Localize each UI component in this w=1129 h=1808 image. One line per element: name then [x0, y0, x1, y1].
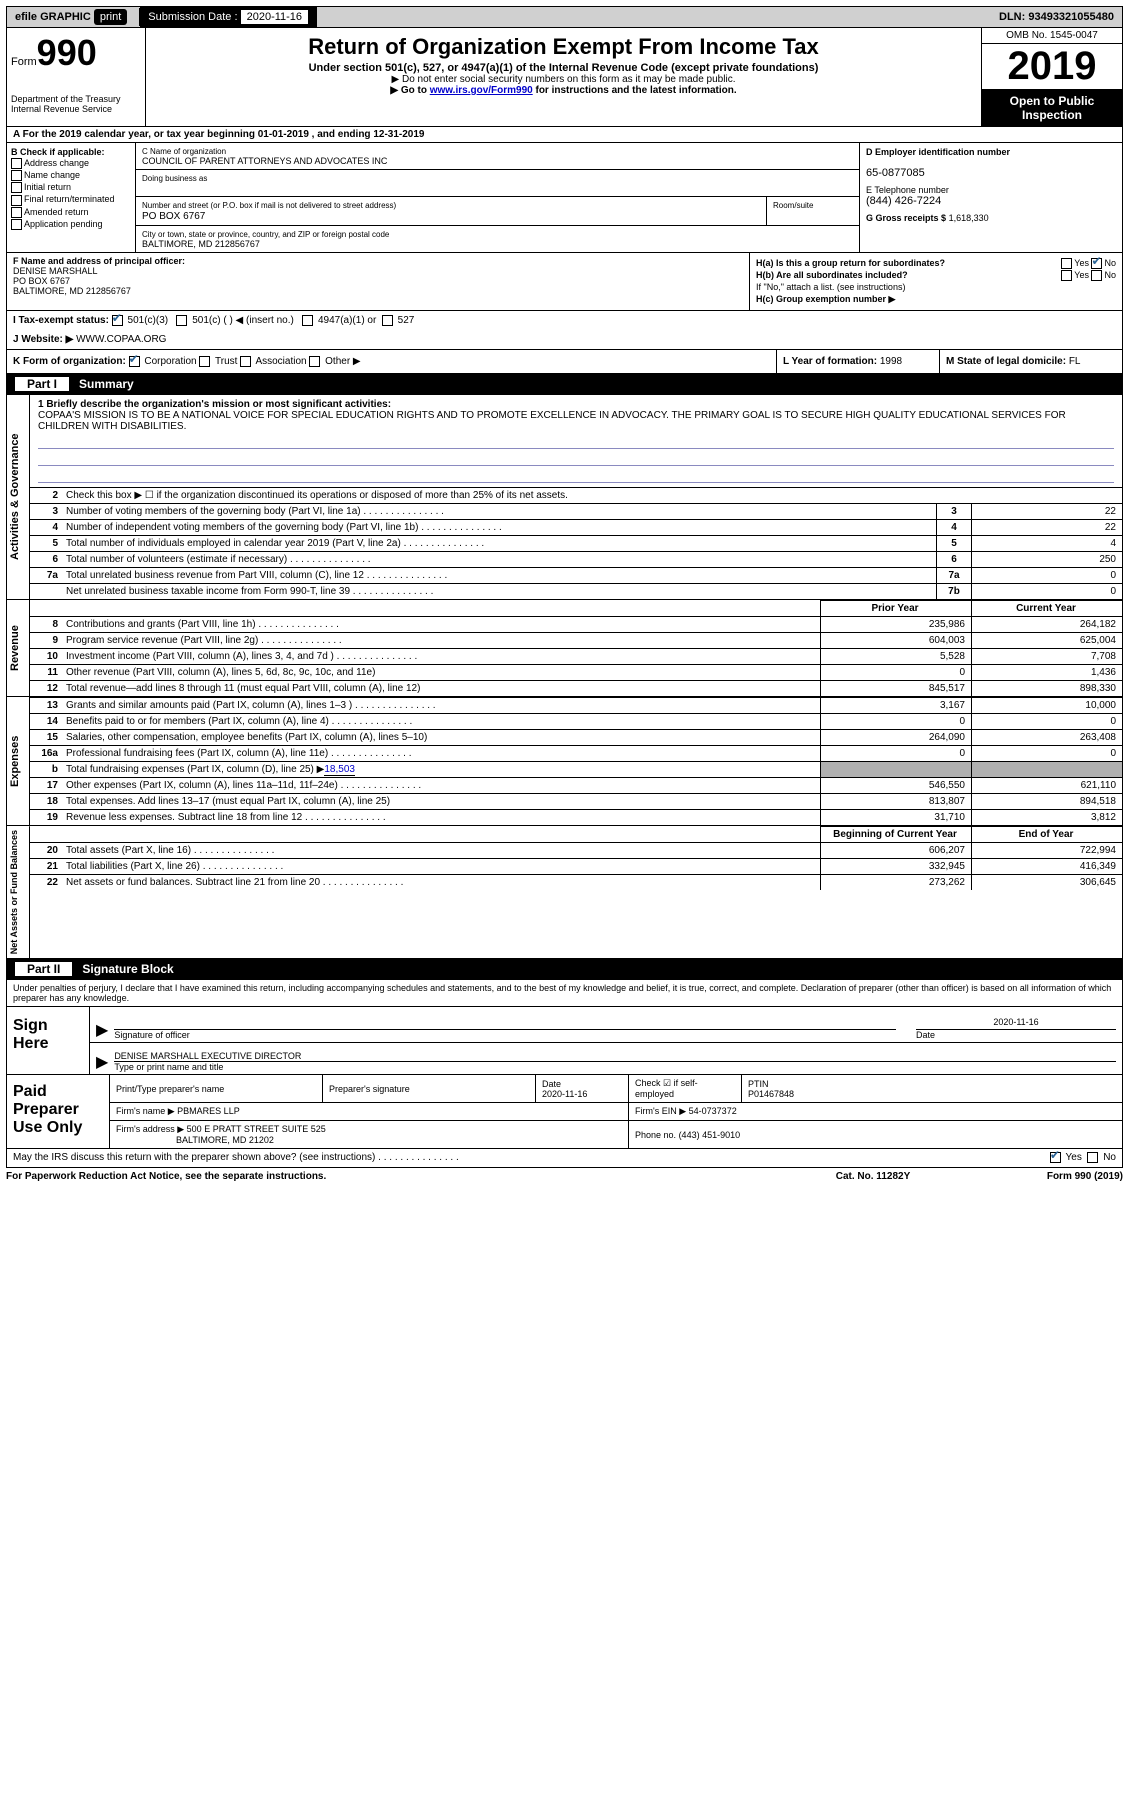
expenses-section: Expenses 13Grants and similar amounts pa… [6, 697, 1123, 826]
discuss-no[interactable] [1087, 1152, 1098, 1163]
form-number-cell: Form990 Department of the Treasury Inter… [7, 28, 146, 126]
activities-governance: Activities & Governance 1 Briefly descri… [6, 395, 1123, 600]
subtitle-3: ▶ Go to www.irs.gov/Form990 for instruct… [150, 85, 977, 96]
chk-address[interactable] [11, 158, 22, 169]
dept-label: Department of the Treasury Internal Reve… [11, 94, 141, 114]
print-button[interactable]: print [94, 9, 127, 25]
dln: DLN: 93493321055480 [991, 8, 1122, 26]
side-activities: Activities & Governance [7, 395, 30, 599]
col-h: H(a) Is this a group return for subordin… [750, 253, 1122, 310]
org-name: COUNCIL OF PARENT ATTORNEYS AND ADVOCATE… [142, 156, 387, 166]
part-1-header: Part ISummary [6, 374, 1123, 395]
chk-501c3[interactable] [112, 315, 123, 326]
sig-officer-label: Signature of officer [114, 1030, 189, 1040]
section-bcd: B Check if applicable: Address change Na… [6, 143, 1123, 253]
ein: 65-0877085 [866, 167, 925, 179]
sign-here-label: Sign Here [7, 1007, 90, 1074]
net-assets-section: Net Assets or Fund Balances Beginning of… [6, 826, 1123, 959]
col-b-checkboxes: B Check if applicable: Address change Na… [7, 143, 136, 252]
irs-link[interactable]: www.irs.gov/Form990 [430, 85, 533, 96]
chk-final[interactable] [11, 195, 22, 206]
chk-527[interactable] [382, 315, 393, 326]
col-d: D Employer identification number65-08770… [860, 143, 1122, 252]
city: BALTIMORE, MD 212856767 [142, 239, 260, 249]
revenue-table: Prior YearCurrent Year 8Contributions an… [30, 600, 1122, 696]
discuss-yes[interactable] [1050, 1152, 1061, 1163]
chk-name[interactable] [11, 170, 22, 181]
chk-other[interactable] [309, 356, 320, 367]
revenue-section: Revenue Prior YearCurrent Year 8Contribu… [6, 600, 1123, 697]
paid-preparer-table: Print/Type preparer's name Preparer's si… [110, 1075, 1122, 1148]
part-2-header: Part IISignature Block [6, 959, 1123, 980]
signature-arrow-icon: ▶ [96, 1020, 108, 1040]
year-cell: OMB No. 1545-0047 2019 Open to Public In… [982, 28, 1122, 126]
paid-preparer-block: Paid Preparer Use Only Print/Type prepar… [6, 1075, 1123, 1149]
chk-501c[interactable] [176, 315, 187, 326]
chk-amended[interactable] [11, 207, 22, 218]
form-title: Return of Organization Exempt From Incom… [150, 34, 977, 60]
street: PO BOX 6767 [142, 211, 205, 222]
omb-number: OMB No. 1545-0047 [982, 28, 1122, 44]
chk-initial[interactable] [11, 182, 22, 193]
tax-year: 2019 [982, 44, 1122, 90]
name-arrow-icon: ▶ [96, 1052, 108, 1072]
row-i: I Tax-exempt status: 501(c)(3) 501(c) ( … [6, 311, 1123, 330]
chk-pending[interactable] [11, 219, 22, 230]
subtitle-2: ▶ Do not enter social security numbers o… [150, 74, 977, 85]
chk-trust[interactable] [199, 356, 210, 367]
hb-yes[interactable] [1061, 270, 1072, 281]
row-a: A For the 2019 calendar year, or tax yea… [6, 127, 1123, 143]
submission-date: Submission Date : 2020-11-16 [140, 7, 317, 27]
expenses-table: 13Grants and similar amounts paid (Part … [30, 697, 1122, 825]
officer-name: DENISE MARSHALL EXECUTIVE DIRECTOR [114, 1051, 1116, 1062]
top-bar: efile GRAPHIC print Submission Date : 20… [6, 6, 1123, 28]
governance-table: 2Check this box ▶ ☐ if the organization … [30, 487, 1122, 599]
chk-assoc[interactable] [240, 356, 251, 367]
side-revenue: Revenue [7, 600, 30, 696]
subtitle-1: Under section 501(c), 527, or 4947(a)(1)… [150, 62, 977, 74]
paid-preparer-label: Paid Preparer Use Only [7, 1075, 110, 1148]
title-cell: Return of Organization Exempt From Incom… [146, 28, 982, 126]
row-fh: F Name and address of principal officer:… [6, 253, 1123, 311]
efile-label: efile GRAPHIC print [7, 8, 140, 26]
side-expenses: Expenses [7, 697, 30, 825]
ha-no[interactable] [1091, 258, 1102, 269]
signature-block: Under penalties of perjury, I declare th… [6, 980, 1123, 1075]
chk-corp[interactable] [129, 356, 140, 367]
net-assets-table: Beginning of Current YearEnd of Year 20T… [30, 826, 1122, 890]
footer-row: For Paperwork Reduction Act Notice, see … [6, 1168, 1123, 1185]
side-net: Net Assets or Fund Balances [7, 826, 30, 958]
sig-date-label: Date [916, 1030, 935, 1040]
mission-text: COPAA'S MISSION IS TO BE A NATIONAL VOIC… [38, 410, 1066, 432]
discuss-row: May the IRS discuss this return with the… [6, 1149, 1123, 1167]
declaration: Under penalties of perjury, I declare th… [7, 980, 1122, 1007]
chk-4947[interactable] [302, 315, 313, 326]
website: WWW.COPAA.ORG [76, 334, 166, 345]
ha-yes[interactable] [1061, 258, 1072, 269]
form-header: Form990 Department of the Treasury Inter… [6, 28, 1123, 127]
col-f-officer: F Name and address of principal officer:… [7, 253, 750, 310]
topbar-spacer [317, 14, 991, 20]
gross-receipts: 1,618,330 [949, 213, 989, 223]
row-j: J Website: ▶ WWW.COPAA.ORG [6, 330, 1123, 350]
telephone: (844) 426-7224 [866, 195, 941, 207]
hb-no[interactable] [1091, 270, 1102, 281]
col-c-org: C Name of organizationCOUNCIL OF PARENT … [136, 143, 860, 252]
row-klm: K Form of organization: Corporation Trus… [6, 350, 1123, 374]
open-inspection: Open to Public Inspection [982, 90, 1122, 126]
